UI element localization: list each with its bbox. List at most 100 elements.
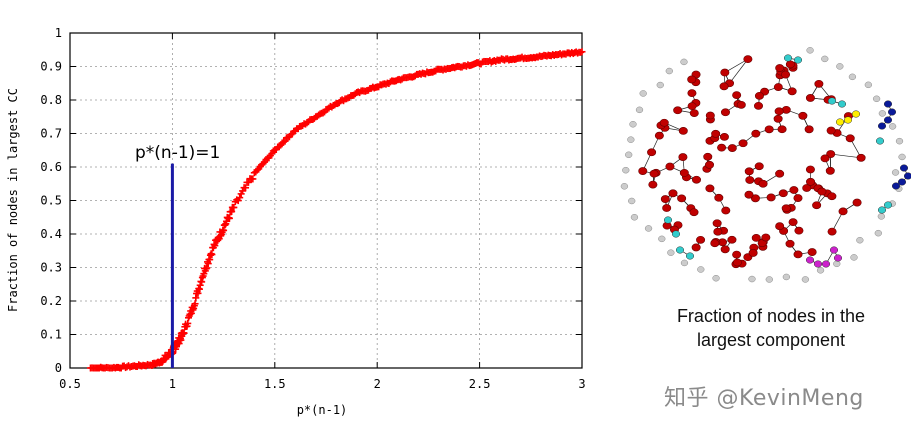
y-tick-label: 0.7	[40, 127, 62, 141]
isolated-node	[680, 259, 689, 267]
giant-node	[838, 207, 848, 216]
giant-node	[781, 204, 791, 213]
graph-caption-line2: largest component	[696, 330, 846, 350]
data-point	[230, 203, 238, 211]
isolated-node	[667, 249, 675, 256]
y-tick-label: 0.3	[40, 261, 62, 275]
data-point	[208, 251, 216, 259]
data-point	[187, 309, 195, 317]
giant-node	[647, 148, 657, 157]
graph-edge	[830, 153, 862, 159]
small-component-node	[843, 116, 853, 124]
isolated-node	[874, 229, 882, 237]
giant-node	[753, 101, 763, 110]
x-axis-ticks: 0.5 1 1.5 2 2.5 3	[59, 33, 586, 391]
giant-node	[817, 187, 827, 196]
graph-edge	[724, 58, 749, 73]
x-tick-label: 2	[374, 377, 381, 391]
x-axis-label: p*(n-1)	[297, 403, 348, 417]
small-component-node	[685, 252, 695, 260]
data-point	[180, 329, 188, 337]
giant-node	[785, 60, 795, 69]
isolated-node	[891, 169, 900, 176]
isolated-node	[629, 121, 637, 128]
network-graph	[620, 47, 911, 283]
y-tick-label: 0.4	[40, 227, 62, 241]
giant-node	[717, 143, 727, 152]
data-point	[253, 166, 261, 174]
giant-node	[805, 165, 815, 174]
giant-node	[732, 91, 742, 100]
isolated-node	[816, 267, 825, 274]
isolated-node	[888, 123, 897, 130]
isolated-node	[680, 58, 688, 66]
giant-node	[719, 132, 729, 141]
giant-node	[802, 184, 812, 192]
giant-node	[705, 160, 715, 169]
giant-node	[773, 83, 783, 91]
giant-node	[705, 111, 715, 120]
giant-node	[703, 152, 713, 161]
giant-node	[660, 195, 670, 203]
isolated-node	[850, 254, 858, 261]
giant-node	[689, 109, 699, 118]
giant-node	[745, 176, 755, 184]
giant-node	[649, 169, 659, 178]
giant-node	[852, 198, 862, 207]
small-component-node	[883, 100, 893, 108]
data-point	[280, 138, 288, 146]
isolated-node	[864, 81, 873, 89]
giant-node	[787, 87, 797, 96]
giant-node	[720, 108, 730, 117]
isolated-node	[620, 183, 629, 190]
graph-caption: Fraction of nodes in the largest compone…	[640, 304, 902, 352]
y-axis-ticks: 0 0.1 0.2 0.3 0.4 0.5 0.6 0.7 0.8 0.9 1	[40, 26, 582, 375]
x-tick-label: 1.5	[264, 377, 286, 391]
small-component-node	[897, 178, 907, 186]
graph-caption-line1: Fraction of nodes in the	[676, 306, 866, 326]
giant-node	[648, 180, 658, 189]
small-component-node	[837, 100, 847, 108]
giant-node	[788, 218, 798, 227]
data-point	[281, 137, 289, 145]
giant-node	[826, 150, 836, 158]
isolated-node	[635, 106, 644, 114]
data-point	[191, 300, 199, 308]
small-component-node	[883, 116, 893, 124]
giant-node	[754, 91, 764, 100]
isolated-node	[801, 276, 810, 283]
isolated-node	[895, 137, 904, 145]
y-tick-label: 0.5	[40, 194, 62, 208]
data-point	[242, 184, 250, 192]
giant-node	[793, 250, 803, 259]
isolated-node	[833, 260, 841, 268]
giant-node	[764, 125, 774, 134]
isolated-node	[665, 67, 673, 75]
y-tick-label: 0.6	[40, 160, 62, 174]
giant-node	[743, 55, 753, 64]
giant-node	[798, 111, 808, 120]
isolated-node	[622, 166, 630, 174]
giant-node	[744, 190, 754, 199]
isolated-node	[782, 273, 791, 281]
series-0	[86, 48, 586, 372]
isolated-node	[625, 151, 633, 159]
data-point	[236, 194, 244, 202]
isolated-node	[898, 153, 906, 161]
giant-node	[721, 206, 731, 215]
giant-node	[713, 227, 723, 236]
isolated-node	[639, 90, 647, 97]
giant-node	[736, 100, 746, 109]
small-component-node	[829, 246, 839, 254]
data-point	[225, 214, 233, 222]
small-component-node	[899, 164, 909, 172]
giant-node	[793, 194, 803, 202]
isolated-node	[877, 213, 885, 220]
giant-node	[789, 186, 799, 194]
grid	[70, 33, 582, 368]
giant-node	[691, 175, 701, 184]
giant-node	[751, 129, 761, 138]
giant-node	[775, 169, 785, 178]
small-component-node	[851, 110, 861, 118]
y-tick-label: 0.2	[40, 294, 62, 308]
